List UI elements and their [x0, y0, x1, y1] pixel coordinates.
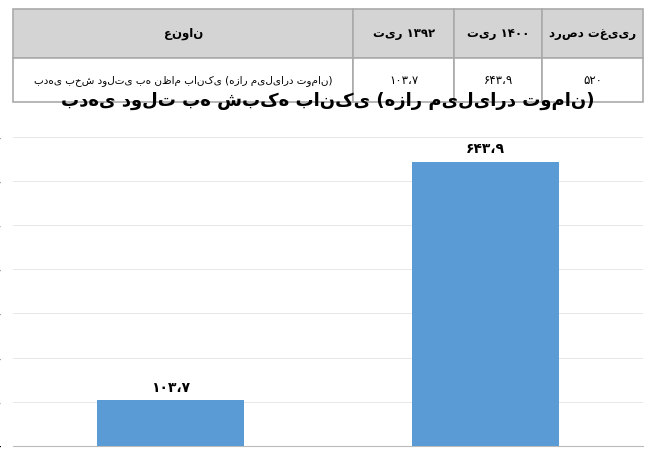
Bar — [97, 400, 244, 446]
Bar — [454, 58, 542, 102]
Text: ۶۴۳،۹: ۶۴۳،۹ — [483, 74, 512, 86]
Bar — [353, 58, 454, 102]
Bar — [412, 162, 559, 446]
Text: درصد تغییر: درصد تغییر — [549, 27, 636, 40]
Text: ۱۰۳،۷: ۱۰۳،۷ — [151, 381, 190, 395]
Text: عنوان: عنوان — [163, 27, 203, 40]
Bar — [542, 9, 643, 58]
Bar — [13, 9, 353, 58]
Text: ۱۰۳،۷: ۱۰۳،۷ — [389, 74, 418, 86]
Text: تیر ۱۳۹۲: تیر ۱۳۹۲ — [373, 27, 435, 40]
Text: ۵۲۰: ۵۲۰ — [583, 74, 602, 86]
Text: ۶۴۳،۹: ۶۴۳،۹ — [466, 142, 505, 157]
Bar — [542, 58, 643, 102]
Bar — [13, 58, 353, 102]
Text: بدهی بخش دولتی به نظام بانکی (هزار میلیارد تومان): بدهی بخش دولتی به نظام بانکی (هزار میلیا… — [34, 75, 333, 86]
Bar — [353, 9, 454, 58]
Text: تیر ۱۴۰۰: تیر ۱۴۰۰ — [467, 27, 529, 40]
Title: بدهی دولت به شبکه بانکی (هزار میلیارد تومان): بدهی دولت به شبکه بانکی (هزار میلیارد تو… — [61, 91, 595, 110]
Bar — [454, 9, 542, 58]
